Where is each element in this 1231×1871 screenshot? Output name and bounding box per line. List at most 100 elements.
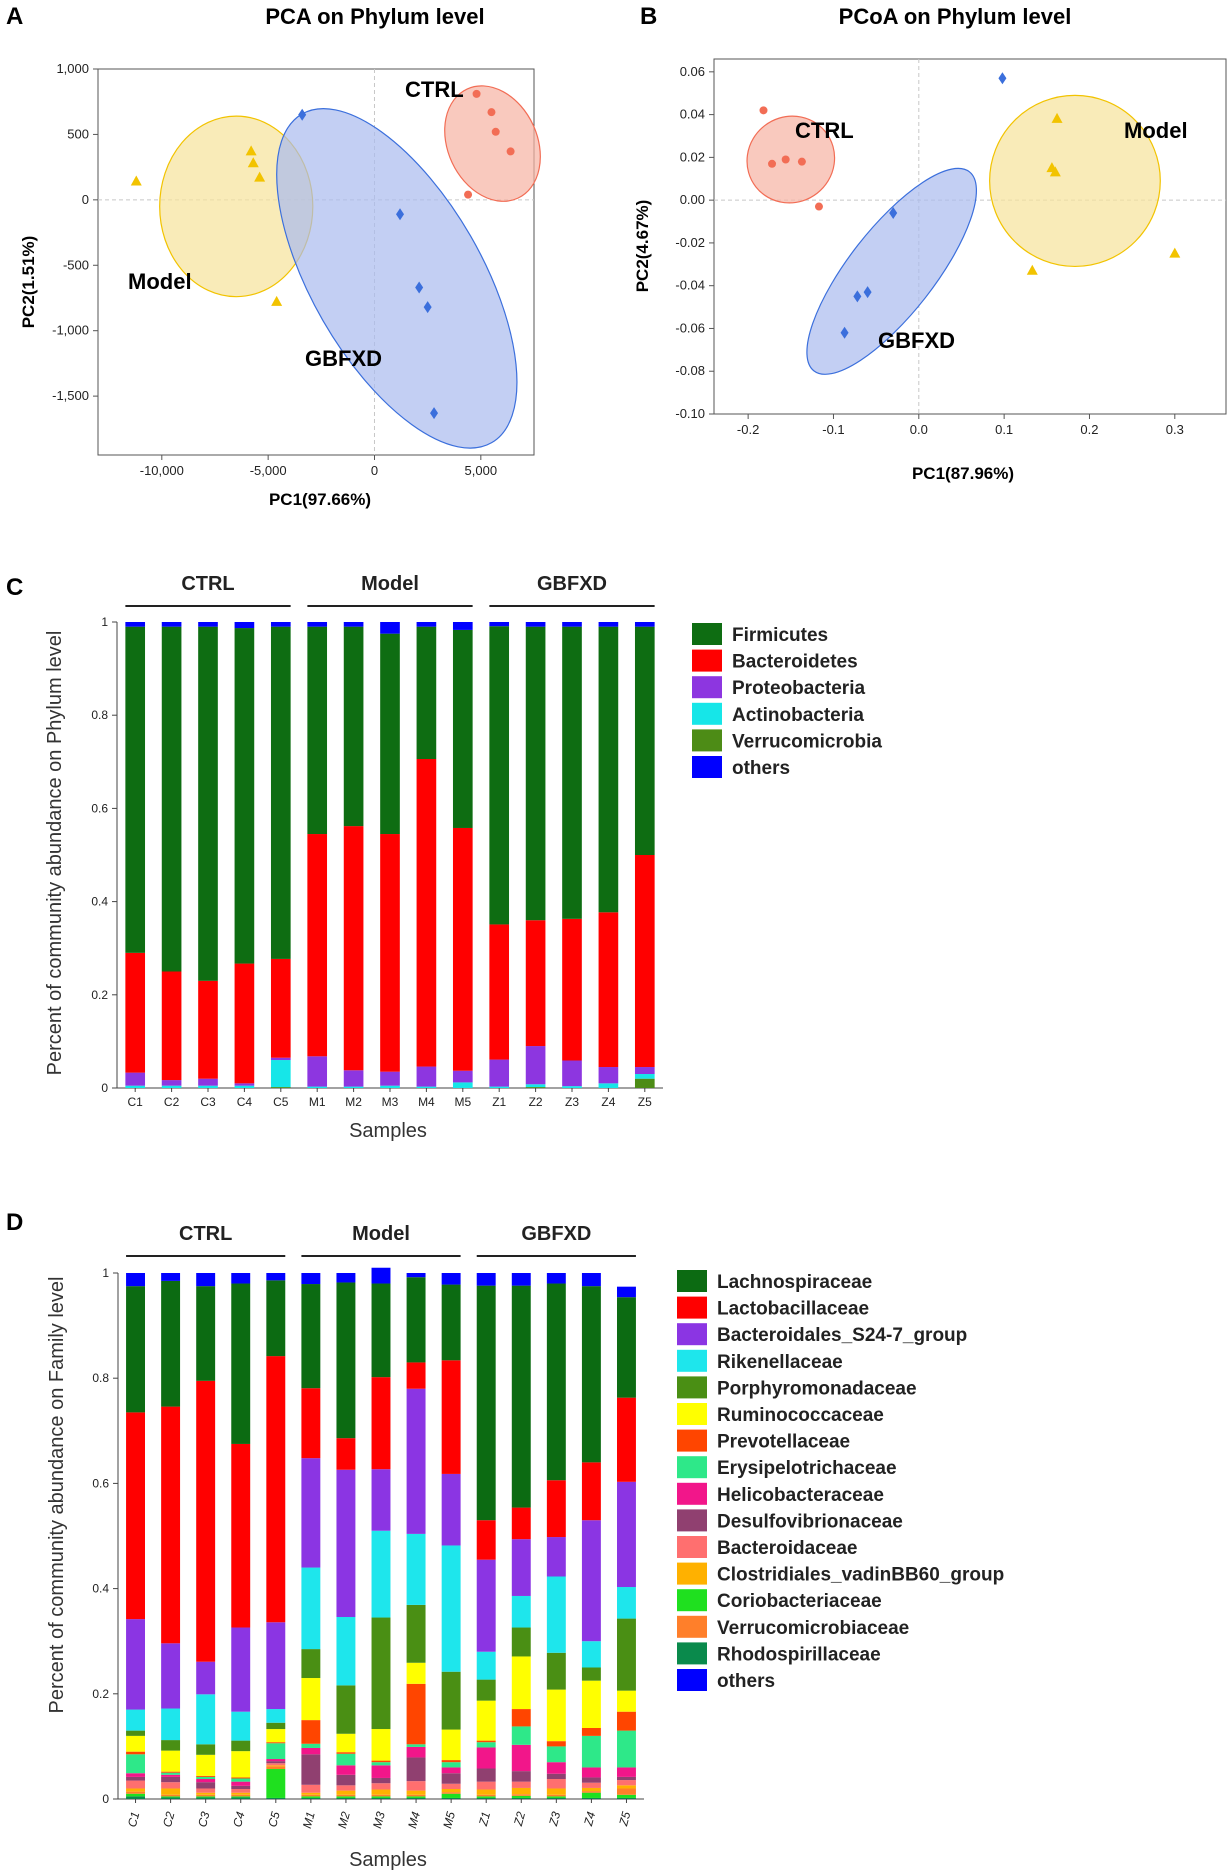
bar-segment-bacteroidales-s24-7-group bbox=[301, 1458, 321, 1568]
bar-segment-others bbox=[126, 1273, 146, 1287]
bar-segment-verrucomicrobiaceae bbox=[336, 1794, 356, 1797]
group-label-gbfxd: GBFXD bbox=[521, 1223, 591, 1245]
bar-segment-others bbox=[343, 622, 364, 627]
bar-segment-firmicutes bbox=[525, 626, 546, 921]
data-point-ctrl bbox=[797, 157, 806, 166]
confidence-ellipse-ctrl bbox=[746, 115, 836, 204]
x-tick-label: M2 bbox=[335, 1810, 353, 1830]
bar-segment-proteobacteria bbox=[198, 1078, 218, 1086]
bar-segment-rhodospirillaceae bbox=[336, 1797, 356, 1799]
bar-segment-bacteroidetes bbox=[489, 924, 510, 1060]
panel-letter-a: A bbox=[6, 3, 23, 30]
bar-segment-porphyromonadaceae bbox=[441, 1671, 461, 1730]
bar-segment-erysipelotrichaceae bbox=[441, 1762, 461, 1768]
legend-swatch-verrucomicrobiaceae bbox=[677, 1615, 707, 1638]
y-tick-label: 0.4 bbox=[92, 1582, 109, 1596]
bar-segment-bacteroidetes bbox=[234, 963, 255, 1084]
legend-label-firmicutes: Firmicutes bbox=[732, 625, 828, 646]
bar-segment-prevotellaceae bbox=[441, 1760, 461, 1763]
bar-segment-rhodospirillaceae bbox=[581, 1797, 601, 1799]
x-tick-label: 0.2 bbox=[1080, 422, 1098, 437]
bar-segment-porphyromonadaceae bbox=[511, 1627, 531, 1657]
bar-segment-bacteroidetes bbox=[634, 855, 655, 1068]
bar-segment-actinobacteria bbox=[234, 1085, 255, 1088]
bar-segment-helicobacteraceae bbox=[546, 1762, 566, 1774]
x-tick-label: Z4 bbox=[601, 1095, 615, 1109]
group-label-gbfxd: GBFXD bbox=[305, 346, 382, 371]
bar-segment-others bbox=[546, 1273, 566, 1284]
bar-segment-ruminococcaceae bbox=[546, 1689, 566, 1742]
bar-segment-lachnospiraceae bbox=[336, 1282, 356, 1439]
bar-segment-actinobacteria bbox=[489, 1086, 510, 1088]
bar-segment-helicobacteraceae bbox=[476, 1747, 496, 1769]
legend-label-rhodospirillaceae: Rhodospirillaceae bbox=[717, 1644, 881, 1665]
y-tick-label: 0 bbox=[82, 192, 89, 207]
x-tick-label: M5 bbox=[440, 1810, 458, 1830]
bar-segment-firmicutes bbox=[161, 626, 182, 972]
legend-swatch-bacteroidales-s24-7-group bbox=[677, 1323, 707, 1346]
bar-segment-actinobacteria bbox=[598, 1083, 619, 1088]
bar-segment-clostridiales-vadinbb60-group bbox=[511, 1787, 531, 1795]
bar-segment-proteobacteria bbox=[161, 1080, 182, 1086]
legend-label-helicobacteraceae: Helicobacteraceae bbox=[717, 1485, 884, 1506]
bar-segment-ruminococcaceae bbox=[196, 1754, 216, 1776]
bar-segment-verrucomicrobiaceae bbox=[476, 1794, 496, 1797]
bar-segment-erysipelotrichaceae bbox=[126, 1754, 146, 1774]
group-label-ctrl: CTRL bbox=[179, 1223, 232, 1245]
x-tick-label: C2 bbox=[164, 1095, 180, 1109]
bar-segment-bacteroidales-s24-7-group bbox=[581, 1520, 601, 1642]
bar-segment-rhodospirillaceae bbox=[126, 1796, 146, 1799]
y-tick-label: -0.08 bbox=[675, 363, 705, 378]
bar-segment-ruminococcaceae bbox=[616, 1690, 636, 1712]
phylum-ylabel: Percent of community abundance on Phylum… bbox=[44, 631, 66, 1076]
bar-segment-rikenellaceae bbox=[126, 1709, 146, 1731]
bar-segment-others bbox=[231, 1273, 251, 1284]
y-tick-label: -1,500 bbox=[52, 388, 89, 403]
legend-swatch-bacteroidetes bbox=[692, 649, 722, 672]
bar-segment-lactobacillaceae bbox=[616, 1397, 636, 1482]
bar-segment-desulfovibrionaceae bbox=[196, 1782, 216, 1789]
bar-segment-verrucomicrobiaceae bbox=[161, 1794, 181, 1797]
x-tick-label: -10,000 bbox=[140, 463, 184, 478]
bar-segment-desulfovibrionaceae bbox=[336, 1774, 356, 1786]
bar-segment-coriobacteriaceae bbox=[511, 1795, 531, 1798]
bar-segment-firmicutes bbox=[489, 626, 510, 925]
bar-segment-actinobacteria bbox=[198, 1085, 218, 1088]
bar-segment-erysipelotrichaceae bbox=[476, 1742, 496, 1748]
bar-segment-verrucomicrobia bbox=[270, 1087, 291, 1088]
bar-segment-bacteroidales-s24-7-group bbox=[266, 1622, 286, 1710]
bar-segment-desulfovibrionaceae bbox=[546, 1773, 566, 1780]
bar-segment-bacteroidetes bbox=[380, 834, 400, 1072]
bar-segment-lachnospiraceae bbox=[476, 1285, 496, 1521]
bar-segment-bacteroidetes bbox=[125, 952, 146, 1073]
bar-segment-helicobacteraceae bbox=[161, 1774, 181, 1777]
bar-segment-firmicutes bbox=[634, 626, 655, 855]
bar-segment-lactobacillaceae bbox=[371, 1377, 391, 1470]
bar-segment-rhodospirillaceae bbox=[406, 1797, 426, 1799]
bar-segment-prevotellaceae bbox=[371, 1760, 391, 1763]
bar-segment-bacteroidetes bbox=[416, 759, 437, 1067]
bar-segment-verrucomicrobiaceae bbox=[406, 1794, 426, 1797]
plot-frame bbox=[713, 58, 1227, 415]
y-tick-label: -0.02 bbox=[675, 235, 705, 250]
data-point-gbfxd bbox=[863, 286, 872, 299]
legend-label-bacteroidales-s24-7-group: Bacteroidales_S24-7_group bbox=[717, 1325, 967, 1346]
bar-segment-rhodospirillaceae bbox=[196, 1797, 216, 1799]
bar-segment-others bbox=[196, 1273, 216, 1287]
bar-segment-bacteroidaceae bbox=[546, 1779, 566, 1789]
bar-segment-rhodospirillaceae bbox=[441, 1797, 461, 1799]
y-tick-label: 0.06 bbox=[680, 64, 705, 79]
bar-segment-prevotellaceae bbox=[266, 1742, 286, 1744]
bar-segment-lachnospiraceae bbox=[581, 1286, 601, 1463]
bar-segment-others bbox=[301, 1273, 321, 1285]
bar-segment-verrucomicrobiaceae bbox=[196, 1794, 216, 1797]
y-tick-label: 1 bbox=[101, 615, 108, 629]
bar-segment-lachnospiraceae bbox=[511, 1285, 531, 1508]
bar-segment-others bbox=[125, 622, 146, 627]
bar-segment-bacteroidales-s24-7-group bbox=[371, 1469, 391, 1531]
data-point-model bbox=[271, 295, 283, 306]
y-tick-label: 0.6 bbox=[92, 1476, 109, 1490]
pcoa-ylabel: PC2(4.67%) bbox=[633, 200, 652, 293]
legend-label-prevotellaceae: Prevotellaceae bbox=[717, 1432, 850, 1453]
